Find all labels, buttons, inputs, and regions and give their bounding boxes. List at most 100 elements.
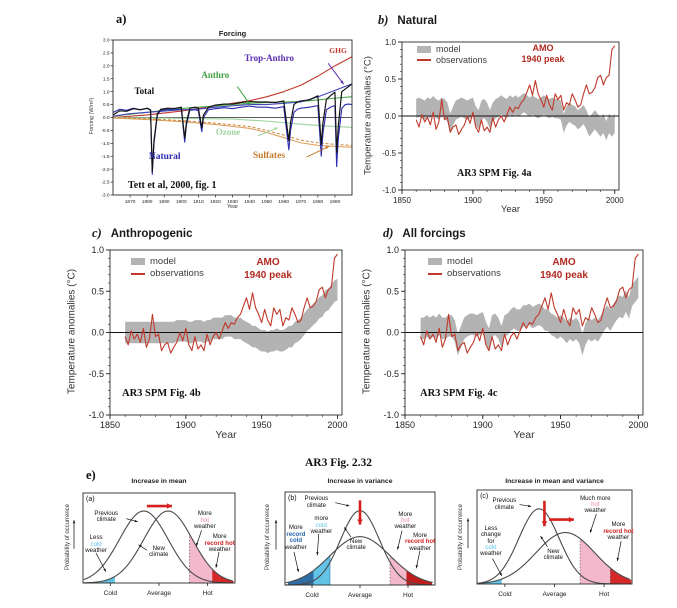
dist-panel-b-increase-in-variance: Increase in variance Probability of occu…	[260, 476, 460, 608]
panel-a-letter: a)	[116, 12, 127, 26]
svg-text:-1.5: -1.5	[101, 154, 110, 160]
svg-text:0.0: 0.0	[385, 112, 397, 121]
legend-model: model	[131, 256, 204, 267]
panel-a-title: Forcing	[218, 29, 247, 38]
panel-e-letter: e)	[86, 468, 96, 482]
svg-text:Average: Average	[542, 591, 566, 598]
svg-text:Hot: Hot	[203, 590, 213, 597]
svg-text:-1.0: -1.0	[88, 410, 104, 420]
svg-text:1890: 1890	[159, 199, 170, 205]
observations-line-swatch	[417, 59, 431, 61]
svg-text:1850: 1850	[395, 420, 415, 430]
svg-text:2.0: 2.0	[103, 63, 110, 69]
legend-model: model	[417, 44, 487, 54]
dist-a-title: Increase in mean	[131, 478, 187, 485]
svg-text:1900: 1900	[176, 420, 196, 430]
svg-text:0.0: 0.0	[386, 328, 399, 338]
svg-text:Hot: Hot	[403, 592, 413, 599]
svg-text:0.5: 0.5	[91, 286, 104, 296]
panel-a-caption: Tett et al, 2000, fig. 1	[128, 180, 217, 191]
svg-text:1870: 1870	[125, 199, 136, 205]
amo-annotation: AMO 1940 peak	[521, 43, 565, 65]
svg-text:Cold: Cold	[104, 590, 118, 597]
dist-b-title: Increase in variance	[327, 478, 393, 485]
panel-a-forcing: a) Forcing Forcing (W/m²) -3.0 -2.5 -2.0 -1…	[80, 8, 365, 220]
model-band-swatch	[131, 258, 145, 265]
amo-annotation: AMO 1940 peak	[244, 257, 292, 281]
svg-text:-0.5: -0.5	[101, 128, 110, 134]
panel-b-natural: b) Natural Temperature anomalies (°C) -1.…	[358, 6, 677, 220]
svg-text:1900: 1900	[464, 196, 482, 205]
dist-panel-c-increase-in-mean-and-variance: Increase in mean and variance Probabilit…	[455, 476, 677, 608]
svg-text:1950: 1950	[551, 420, 571, 430]
panel-d-header: d) All forcings	[383, 226, 466, 241]
svg-text:1850: 1850	[100, 420, 120, 430]
svg-text:1960: 1960	[278, 199, 289, 205]
model-band-swatch	[417, 45, 431, 53]
svg-text:1950: 1950	[252, 420, 272, 430]
panel-c-letter: c)	[92, 226, 102, 240]
svg-text:1900: 1900	[473, 420, 493, 430]
panel-d-all-forcings: d) All forcings Temperature anomalies (°C…	[350, 222, 677, 448]
natural-chart: -1.0 -0.5 0.0 0.5 1.0 1850 1900 1950 2000	[382, 38, 624, 205]
svg-text:-2.0: -2.0	[101, 167, 110, 173]
svg-text:1930: 1930	[227, 199, 238, 205]
svg-text:-0.5: -0.5	[383, 369, 399, 379]
legend-observations: observations	[428, 268, 501, 279]
panel-c-xlabel: Year	[215, 429, 237, 441]
svg-text:-3.0: -3.0	[101, 193, 110, 199]
svg-text:1.0: 1.0	[385, 38, 397, 47]
svg-text:1.0: 1.0	[91, 245, 104, 255]
panel-b-letter: b)	[378, 13, 389, 27]
anthropogenic-chart: -1.0 -0.5 0.0 0.5 1.0 1850 1900 1950 2000	[88, 245, 347, 430]
svg-text:1970: 1970	[295, 199, 306, 205]
panel-b-header: b) Natural	[378, 13, 437, 28]
panel-b-name: Natural	[397, 15, 438, 27]
svg-text:1980: 1980	[313, 199, 324, 205]
increase-in-variance-diagram: Cold Average Hot	[274, 491, 436, 599]
svg-text:0.5: 0.5	[385, 75, 397, 84]
panel-d-letter: d)	[383, 226, 394, 240]
panel-c-legend: model observations	[131, 256, 204, 279]
svg-text:Cold: Cold	[498, 591, 512, 598]
svg-text:Average: Average	[147, 590, 171, 597]
svg-text:1880: 1880	[142, 199, 153, 205]
svg-text:-0.5: -0.5	[88, 369, 104, 379]
legend-observations: observations	[417, 55, 487, 65]
dist-panel-a-increase-in-mean: Increase in mean Probability of occurren…	[60, 476, 260, 608]
svg-text:1920: 1920	[210, 199, 221, 205]
svg-text:1940: 1940	[244, 199, 255, 205]
svg-text:1950: 1950	[261, 199, 272, 205]
svg-text:Hot: Hot	[599, 591, 609, 598]
legend-observations: observations	[131, 268, 204, 279]
dist-c-title: Increase in mean and variance	[505, 478, 604, 485]
panel-d-caption: AR3 SPM Fig. 4c	[420, 388, 498, 399]
panel-d-xlabel: Year	[513, 429, 535, 441]
all-forcings-chart: -1.0 -0.5 0.0 0.5 1.0 1850 1900 1950 2000	[383, 245, 648, 430]
svg-text:1990: 1990	[330, 199, 341, 205]
svg-text:-1.0: -1.0	[382, 186, 396, 195]
observations-line-swatch	[131, 272, 145, 275]
panel-a-xlabel: Year	[226, 204, 239, 210]
panel-b-xlabel: Year	[500, 204, 521, 215]
increase-in-mean-diagram: Cold Average Hot	[72, 492, 236, 597]
svg-text:3.0: 3.0	[103, 38, 110, 44]
svg-text:0.5: 0.5	[386, 286, 399, 296]
svg-text:1850: 1850	[393, 196, 411, 205]
panel-b-caption: AR3 SPM Fig. 4a	[457, 168, 532, 179]
legend-model: model	[428, 256, 501, 267]
svg-text:1910: 1910	[193, 199, 204, 205]
panel-e-heading: AR3 Fig. 2.32	[304, 457, 373, 469]
panel-c-anthropogenic: c) Anthropogenic Temperature anomalies (°…	[28, 222, 358, 448]
panel-d-legend: model observations	[428, 256, 501, 279]
svg-text:-1.0: -1.0	[383, 410, 399, 420]
svg-text:0.0: 0.0	[103, 115, 110, 121]
svg-text:1900: 1900	[176, 199, 187, 205]
observations-line-swatch	[428, 272, 442, 275]
svg-text:-0.5: -0.5	[382, 149, 396, 158]
svg-text:-2.5: -2.5	[101, 180, 110, 186]
model-band-swatch	[428, 258, 442, 265]
svg-text:2000: 2000	[327, 420, 347, 430]
forcing-chart: -3.0 -2.5 -2.0 -1.5 -1.0 -0.5 0.0 0.5 1.0 1.5 2.0 2…	[101, 38, 353, 205]
